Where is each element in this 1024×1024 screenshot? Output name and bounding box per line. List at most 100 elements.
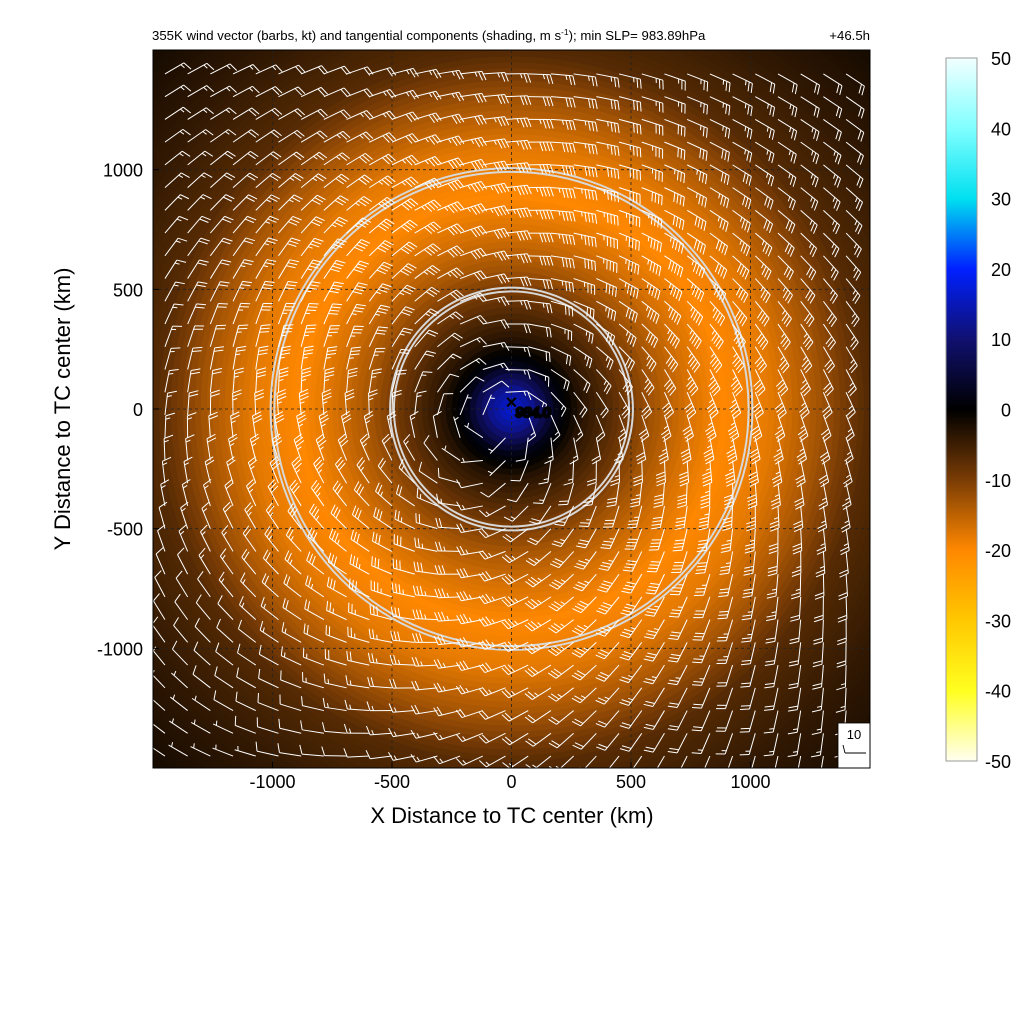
wind-barb (232, 237, 256, 257)
wind-barb (260, 596, 279, 621)
wind-barb (258, 644, 279, 666)
wind-barb (528, 232, 554, 243)
wind-barb (845, 96, 865, 119)
wind-barb (606, 483, 620, 508)
wind-barb (671, 551, 688, 574)
wind-barb (164, 259, 187, 279)
x-axis-label: X Distance to TC center (km) (370, 803, 653, 828)
wind-barb (434, 541, 461, 552)
wind-barb (732, 255, 750, 280)
wind-barb (251, 411, 263, 438)
wind-barb (550, 118, 576, 131)
wind-barb (550, 391, 567, 417)
wind-barb (845, 414, 855, 442)
wind-barb (528, 164, 554, 174)
wind-barb (460, 70, 487, 81)
wind-barb (456, 613, 483, 625)
wind-barb (369, 604, 393, 621)
wind-barb (528, 209, 554, 220)
wind-barb (643, 642, 665, 662)
wind-barb (345, 675, 370, 689)
wind-barb (433, 706, 461, 717)
wind-barb (715, 687, 734, 710)
y-axis-label: Y Distance to TC center (km) (50, 268, 75, 551)
wind-barb (197, 571, 211, 598)
wind-barb (501, 664, 529, 676)
wind-barb (558, 483, 575, 506)
wind-barb (501, 596, 529, 607)
wind-barb (576, 528, 597, 549)
wind-barb (244, 502, 257, 529)
wind-barb (304, 599, 325, 621)
wind-barb (503, 505, 529, 522)
wind-barb (596, 323, 616, 346)
wind-barb (816, 528, 827, 555)
wind-barb (230, 411, 240, 438)
wind-barb (256, 717, 279, 734)
wind-barb (323, 109, 351, 120)
wind-barb (533, 483, 552, 505)
wind-barb (478, 710, 506, 720)
wind-barb (768, 528, 779, 555)
wind-barb (437, 69, 464, 80)
wind-barb (548, 687, 574, 702)
wind-barb (787, 733, 802, 757)
wind-barb (709, 255, 728, 279)
colorbar-tick-label: 30 (991, 190, 1011, 210)
reference-barb-feather (842, 744, 846, 754)
wind-barb (550, 278, 575, 293)
wind-barb (524, 619, 552, 632)
wind-barb (548, 710, 574, 725)
wind-barb (232, 302, 251, 325)
wind-barb (216, 618, 234, 643)
wind-barb (437, 245, 465, 258)
wind-barb (391, 198, 419, 211)
wind-barb (300, 367, 312, 393)
wind-barb (755, 96, 776, 117)
wind-barb (719, 551, 734, 576)
wind-barb (368, 304, 391, 325)
wind-barb (595, 687, 620, 705)
wind-barb (346, 88, 374, 98)
y-tick-label: 0 (133, 400, 143, 420)
wind-barb (845, 187, 863, 212)
wind-barb (619, 687, 643, 706)
wind-barb (648, 528, 665, 551)
wind-barb (322, 697, 347, 712)
wind-barb (794, 483, 805, 510)
wind-barb (789, 619, 802, 645)
wind-barb (414, 156, 442, 167)
wind-barb (505, 253, 532, 264)
wind-barb (845, 301, 860, 328)
wind-barb (596, 300, 617, 322)
wind-barb (618, 255, 640, 275)
wind-barb (478, 639, 506, 650)
wind-barb (309, 503, 325, 529)
wind-barb (193, 641, 211, 666)
wind-barb (195, 594, 211, 620)
wind-barb (578, 505, 597, 527)
wind-barb (323, 216, 348, 234)
wind-barb (726, 437, 738, 465)
wind-barb (524, 687, 552, 700)
wind-barb (754, 278, 771, 304)
wind-barb (505, 73, 532, 83)
wind-barb (276, 388, 287, 416)
wind-barb (777, 323, 791, 351)
wind-barb (527, 391, 548, 414)
wind-barb (321, 722, 347, 734)
wind-barb (845, 141, 864, 165)
wind-barb (686, 73, 709, 92)
wind-barb (788, 642, 802, 667)
wind-barb (664, 118, 686, 137)
wind-barb (414, 329, 439, 348)
wind-barb (617, 414, 628, 442)
wind-barb (811, 733, 824, 758)
wind-barb (414, 221, 442, 234)
wind-barb (740, 642, 756, 666)
wind-barb (618, 141, 642, 158)
wind-barb (282, 598, 302, 621)
wind-barb (367, 652, 393, 666)
wind-barb (845, 209, 863, 235)
